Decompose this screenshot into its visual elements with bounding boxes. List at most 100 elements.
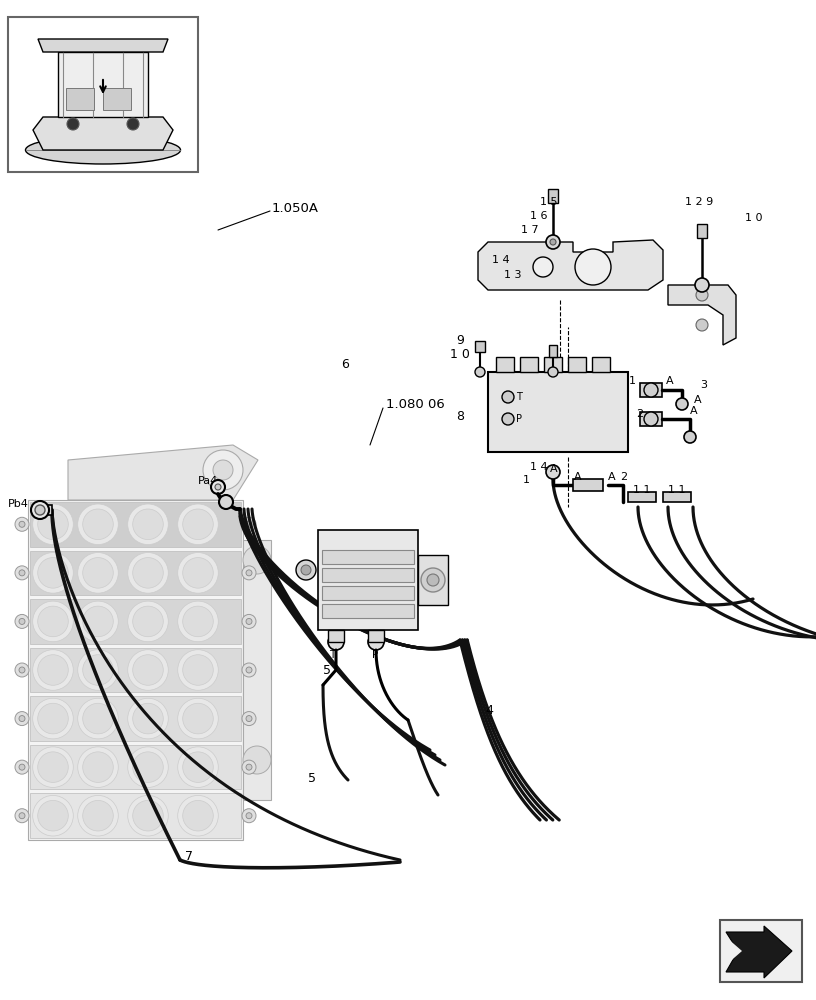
Circle shape xyxy=(178,747,219,787)
Circle shape xyxy=(133,655,163,685)
Circle shape xyxy=(548,367,558,377)
Text: 2: 2 xyxy=(620,472,628,482)
Text: 6: 6 xyxy=(341,359,349,371)
Circle shape xyxy=(178,795,219,836)
Bar xyxy=(520,357,538,372)
Text: A: A xyxy=(694,395,702,405)
Circle shape xyxy=(128,795,168,836)
Text: 1.050A: 1.050A xyxy=(272,202,319,215)
Bar xyxy=(30,502,241,547)
Circle shape xyxy=(15,809,29,823)
Circle shape xyxy=(78,795,118,836)
Bar xyxy=(640,412,662,426)
Circle shape xyxy=(183,800,213,831)
Bar xyxy=(318,530,418,630)
Circle shape xyxy=(128,504,168,545)
Text: 1 6: 1 6 xyxy=(530,211,548,221)
Circle shape xyxy=(33,747,73,787)
Bar xyxy=(663,492,691,502)
Bar xyxy=(322,568,414,582)
Circle shape xyxy=(15,517,29,531)
Circle shape xyxy=(301,565,311,575)
Bar xyxy=(573,479,603,491)
Text: A: A xyxy=(550,464,557,474)
Circle shape xyxy=(82,800,113,831)
Circle shape xyxy=(33,650,73,690)
Circle shape xyxy=(128,601,168,642)
Circle shape xyxy=(128,698,168,739)
Bar xyxy=(30,793,241,838)
Circle shape xyxy=(178,698,219,739)
Circle shape xyxy=(676,398,688,410)
Text: 1 4: 1 4 xyxy=(492,255,510,265)
Circle shape xyxy=(35,505,45,515)
Text: 9: 9 xyxy=(456,334,463,347)
Circle shape xyxy=(243,546,271,574)
Polygon shape xyxy=(33,117,173,150)
Bar xyxy=(322,550,414,564)
Circle shape xyxy=(128,650,168,690)
Text: P: P xyxy=(516,414,522,424)
Text: P: P xyxy=(372,650,378,660)
Circle shape xyxy=(19,716,25,722)
Circle shape xyxy=(246,667,252,673)
Circle shape xyxy=(502,413,514,425)
Circle shape xyxy=(644,412,658,426)
Ellipse shape xyxy=(25,136,180,164)
Polygon shape xyxy=(478,240,663,290)
Circle shape xyxy=(38,558,69,588)
Text: Pb4: Pb4 xyxy=(8,499,29,509)
Circle shape xyxy=(178,650,219,690)
Circle shape xyxy=(19,618,25,624)
Bar xyxy=(697,224,707,238)
Circle shape xyxy=(243,746,271,774)
Circle shape xyxy=(368,634,384,650)
Circle shape xyxy=(15,566,29,580)
Circle shape xyxy=(127,118,139,130)
Bar xyxy=(628,492,656,502)
Text: A: A xyxy=(690,406,698,416)
Bar xyxy=(30,745,241,789)
Circle shape xyxy=(133,800,163,831)
Circle shape xyxy=(533,257,553,277)
Circle shape xyxy=(15,712,29,726)
Circle shape xyxy=(78,601,118,642)
Bar xyxy=(322,586,414,600)
Text: 3: 3 xyxy=(700,380,707,390)
Circle shape xyxy=(38,703,69,734)
Polygon shape xyxy=(668,285,736,345)
Circle shape xyxy=(696,289,708,301)
Bar xyxy=(496,357,514,372)
Text: 5: 5 xyxy=(323,664,331,676)
Circle shape xyxy=(695,278,709,292)
Bar xyxy=(30,696,241,741)
Text: T: T xyxy=(329,650,335,660)
Circle shape xyxy=(38,752,69,782)
Circle shape xyxy=(178,553,219,593)
Circle shape xyxy=(183,606,213,637)
Circle shape xyxy=(82,752,113,782)
Circle shape xyxy=(128,747,168,787)
Bar xyxy=(418,555,448,605)
Circle shape xyxy=(242,712,256,726)
Circle shape xyxy=(128,553,168,593)
Circle shape xyxy=(15,760,29,774)
Bar xyxy=(30,648,241,692)
Text: 1 1: 1 1 xyxy=(633,485,650,495)
Circle shape xyxy=(38,606,69,637)
Circle shape xyxy=(82,606,113,637)
Circle shape xyxy=(133,703,163,734)
Circle shape xyxy=(78,553,118,593)
Polygon shape xyxy=(38,39,168,52)
Bar xyxy=(549,345,557,357)
Circle shape xyxy=(31,501,49,519)
Circle shape xyxy=(475,367,485,377)
Circle shape xyxy=(502,391,514,403)
Circle shape xyxy=(246,521,252,527)
Text: T: T xyxy=(516,392,522,402)
Circle shape xyxy=(684,431,696,443)
Circle shape xyxy=(33,601,73,642)
Text: 1.080 06: 1.080 06 xyxy=(386,398,445,412)
Text: 2: 2 xyxy=(636,409,643,419)
Text: Pa4: Pa4 xyxy=(198,476,218,486)
